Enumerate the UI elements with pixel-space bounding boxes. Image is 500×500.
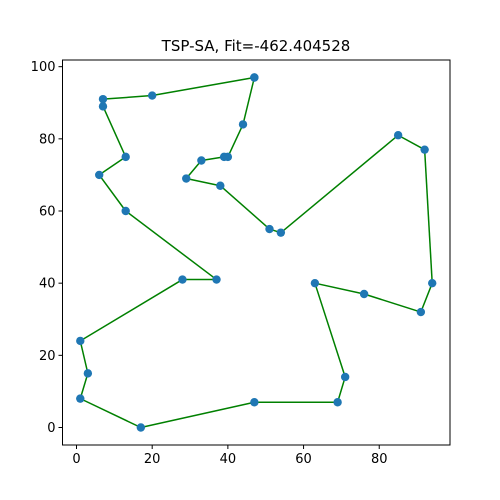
route-segment [140,401,255,429]
city-point [178,275,187,284]
route-segment [186,177,221,187]
city-point [216,181,225,190]
route-segment [79,397,142,429]
city-point [212,275,221,284]
route-segment [397,134,426,151]
route-segment [314,282,346,378]
route-segment [102,106,127,158]
city-point [420,145,429,154]
city-point [121,152,130,162]
y-tick-label: 40 [39,277,56,292]
plot-area [76,73,437,432]
city-point [250,73,259,82]
city-point [340,372,350,382]
route-segment [98,174,127,212]
city-point [310,278,320,288]
city-point [359,289,369,299]
city-point [182,174,191,183]
x-tick-label: 20 [144,452,161,467]
city-point [98,94,108,104]
y-tick-label: 80 [39,132,56,147]
route-segment [420,282,433,313]
route-segment [227,124,244,158]
route-segment [336,376,346,403]
city-point [428,278,437,288]
city-point [95,170,104,180]
route-segment [314,282,365,295]
city-point [76,394,85,403]
route-segment [280,134,399,234]
city-point [393,131,403,140]
city-point [276,228,286,237]
route-segment [79,278,183,342]
y-tick-label: 0 [47,421,55,436]
route-segment [79,340,89,374]
x-tick-label: 0 [72,452,80,467]
y-tick-label: 100 [31,60,56,75]
route-segment [98,156,127,176]
axes-frame [62,59,451,446]
city-point [147,91,157,100]
city-point [219,152,229,162]
x-tick-label: 40 [220,452,237,467]
x-tick-label: 60 [295,452,312,467]
chart-title: TSP-SA, Fit=-462.404528 [161,37,351,55]
city-point [238,120,248,129]
city-point [250,398,259,407]
city-point [416,307,426,317]
x-tick-label: 80 [371,452,388,467]
city-point [121,206,130,216]
city-point [265,224,274,234]
route-segment [423,149,433,284]
route-segment [125,210,217,281]
city-point [76,336,85,346]
city-point [136,423,146,432]
route-segment [152,76,255,97]
route-segment [219,185,270,230]
route-segment [79,373,89,399]
axis-ticks: 0 20 40 60 80 0 20 40 60 80 100 [31,60,388,467]
city-point [333,398,342,407]
city-point [83,369,93,378]
city-point [197,156,206,165]
city-point [98,102,108,111]
y-tick-label: 60 [39,205,56,220]
route-segment [242,77,256,125]
y-tick-label: 20 [39,349,56,364]
route-segment [102,94,153,100]
route-segment [363,293,422,313]
